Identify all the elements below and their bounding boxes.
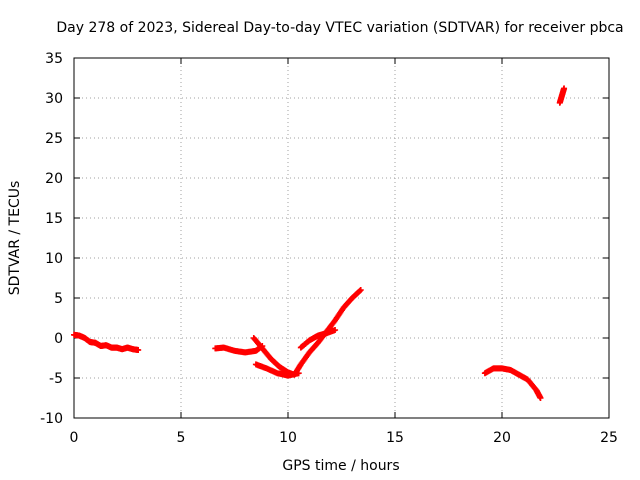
x-tick-label: 20	[493, 430, 511, 446]
series-arc-1	[71, 331, 142, 353]
series-arc-3	[250, 287, 364, 378]
data-point	[332, 327, 339, 333]
x-tick-label: 5	[177, 430, 186, 446]
data-point	[357, 287, 364, 293]
y-tick-label: 0	[54, 331, 63, 347]
plot-frame	[73, 57, 610, 419]
x-tick-label: 10	[279, 430, 297, 446]
data-point	[135, 347, 142, 353]
data-point	[561, 85, 568, 92]
x-tick-label: 25	[600, 430, 618, 446]
y-tick-label: 30	[45, 91, 63, 107]
y-tick-label: 20	[45, 171, 63, 187]
y-axis: -10 -5 0 5 10 15 20 25 30 35	[40, 51, 609, 427]
y-tick-label: 35	[45, 51, 63, 67]
series-arc-4	[252, 361, 302, 379]
x-axis: 0 5 10 15 20 25	[70, 58, 618, 446]
series-arc-6	[481, 365, 544, 401]
data-points	[71, 85, 568, 401]
y-tick-label: 10	[45, 251, 63, 267]
series-arc-7	[556, 85, 568, 106]
y-tick-label: 5	[54, 291, 63, 307]
x-axis-label: GPS time / hours	[282, 458, 399, 474]
y-tick-label: 15	[45, 211, 63, 227]
data-point	[295, 370, 302, 377]
chart-title: Day 278 of 2023, Sidereal Day-to-day VTE…	[56, 20, 623, 36]
data-point	[537, 395, 544, 401]
y-tick-label: 25	[45, 131, 63, 147]
y-tick-label: -10	[40, 411, 63, 427]
grid	[74, 58, 609, 418]
y-axis-label: SDTVAR / TECUs	[7, 181, 23, 296]
x-tick-label: 15	[386, 430, 404, 446]
x-tick-label: 0	[70, 430, 79, 446]
y-tick-label: -5	[49, 371, 63, 387]
series-arc-5	[297, 327, 339, 351]
